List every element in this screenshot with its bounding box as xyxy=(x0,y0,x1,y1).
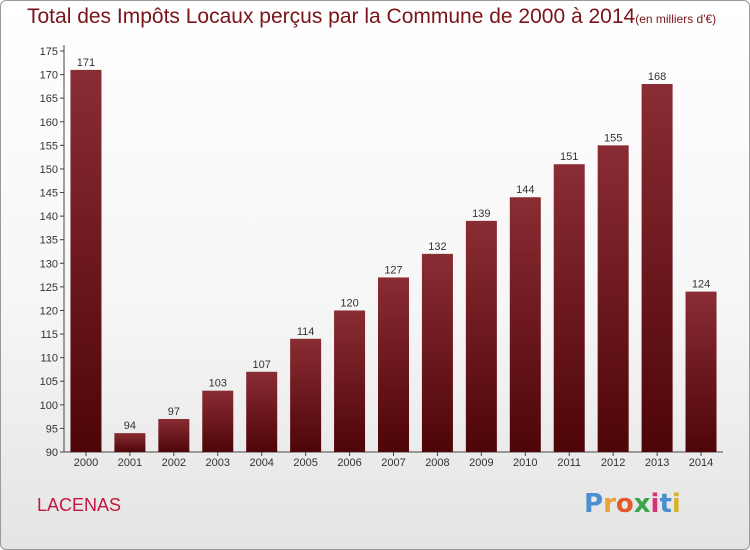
value-label-2008: 132 xyxy=(428,241,446,253)
y-tick-label: 135 xyxy=(40,235,58,247)
commune-name: LACENAS xyxy=(37,495,122,515)
bar-2009 xyxy=(465,220,497,452)
x-tick-label-2010: 2010 xyxy=(513,457,537,469)
bar-2003 xyxy=(202,390,234,452)
bar-2002 xyxy=(158,418,190,452)
y-tick-label: 165 xyxy=(40,93,58,105)
x-tick-label-2013: 2013 xyxy=(645,457,669,469)
x-tick-label-2012: 2012 xyxy=(601,457,625,469)
bar-2001 xyxy=(114,433,146,452)
y-tick-label: 140 xyxy=(40,211,58,223)
logo-letter: i xyxy=(671,489,681,519)
x-tick-label-2007: 2007 xyxy=(381,457,405,469)
bar-2010 xyxy=(509,197,541,452)
x-tick-label-2001: 2001 xyxy=(118,457,142,469)
value-label-2006: 120 xyxy=(340,297,358,309)
y-tick-label: 95 xyxy=(46,423,58,435)
value-label-2000: 171 xyxy=(77,57,95,69)
y-tick-label: 130 xyxy=(40,258,58,270)
logo-letter: i xyxy=(650,489,660,519)
logo-letter: x xyxy=(633,489,651,519)
title-unit: (en milliers d'€) xyxy=(635,12,717,26)
y-tick-label: 105 xyxy=(40,376,58,388)
x-tick-label-2005: 2005 xyxy=(293,457,317,469)
bar-2012 xyxy=(597,145,629,452)
value-label-2004: 107 xyxy=(253,359,271,371)
value-label-2012: 155 xyxy=(604,132,622,144)
y-tick-label: 155 xyxy=(40,140,58,152)
x-tick-label-2014: 2014 xyxy=(689,457,713,469)
value-label-2001: 94 xyxy=(124,420,136,432)
x-tick-label-2003: 2003 xyxy=(206,457,230,469)
bar-2008 xyxy=(421,253,453,452)
x-tick-label-2009: 2009 xyxy=(469,457,493,469)
value-label-2014: 124 xyxy=(692,279,710,291)
value-label-2013: 168 xyxy=(648,71,666,83)
bar-2004 xyxy=(246,371,278,452)
value-label-2011: 151 xyxy=(560,151,578,163)
value-label-2003: 103 xyxy=(209,378,227,390)
y-tick-label: 145 xyxy=(40,188,58,200)
x-tick-label-2006: 2006 xyxy=(337,457,361,469)
proxiti-logo[interactable]: Proxiti xyxy=(584,489,681,519)
bar-2005 xyxy=(290,338,322,452)
x-tick-label-2008: 2008 xyxy=(425,457,449,469)
bar-series: 171 94 97 103 107 114 120 127 132 139 144 151 155 168… xyxy=(70,57,717,453)
x-tick-label-2011: 2011 xyxy=(557,457,581,469)
y-tick-label: 125 xyxy=(40,282,58,294)
y-tick-label: 110 xyxy=(40,353,58,365)
logo-letter: P xyxy=(584,489,604,519)
y-tick-label: 115 xyxy=(40,329,58,341)
chart-title: Total des Impôts Locaux perçus par la Co… xyxy=(27,5,716,29)
y-tick-label: 90 xyxy=(46,447,58,459)
y-tick-label: 160 xyxy=(40,117,58,129)
logo-letter: r xyxy=(603,489,616,519)
value-label-2005: 114 xyxy=(297,326,315,338)
x-tick-label-2004: 2004 xyxy=(249,457,273,469)
x-tick-label-2000: 2000 xyxy=(74,457,98,469)
y-tick-label: 100 xyxy=(40,400,58,412)
y-tick-label: 120 xyxy=(40,305,58,317)
logo-letter: o xyxy=(615,489,634,519)
bar-2011 xyxy=(553,164,585,453)
bar-2014 xyxy=(685,291,717,452)
value-label-2009: 139 xyxy=(472,208,490,220)
x-tick-label-2002: 2002 xyxy=(162,457,186,469)
title-text: Total des Impôts Locaux perçus par la Co… xyxy=(27,5,636,28)
value-label-2002: 97 xyxy=(168,406,180,418)
bar-2007 xyxy=(378,277,409,452)
y-tick-label: 170 xyxy=(40,70,58,82)
y-tick-label: 175 xyxy=(40,46,58,58)
bar-2006 xyxy=(334,310,366,452)
y-tick-label: 150 xyxy=(40,164,58,176)
logo-letter: t xyxy=(659,489,672,519)
value-label-2010: 144 xyxy=(516,184,534,196)
bar-2013 xyxy=(641,84,673,452)
value-label-2007: 127 xyxy=(384,264,402,276)
bar-2000 xyxy=(70,69,102,452)
